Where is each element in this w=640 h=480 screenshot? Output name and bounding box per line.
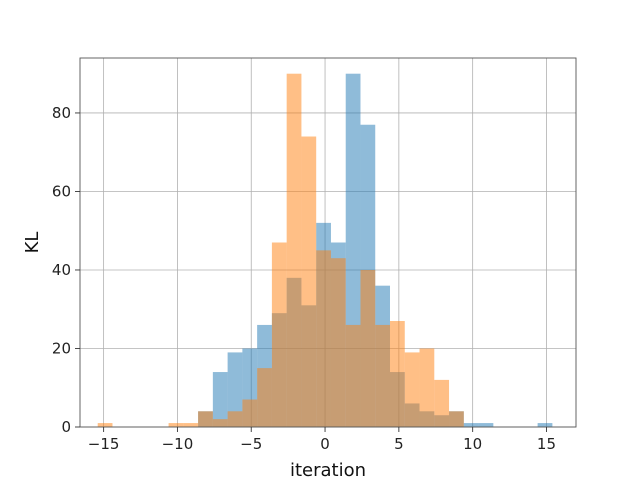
histogram-bar-series-2 <box>330 258 346 427</box>
histogram-bar-series-2 <box>360 269 376 427</box>
histogram-bar-series-2 <box>375 324 390 427</box>
histogram-bar-series-2 <box>271 242 287 427</box>
histogram-bars <box>97 73 553 428</box>
histogram-bar-series-1 <box>537 423 553 427</box>
histogram-bar-series-2 <box>449 411 464 427</box>
x-tick-label: −5 <box>240 435 262 453</box>
plot-frame <box>79 57 577 428</box>
histogram-bar-series-2 <box>434 379 450 427</box>
y-tick-label: 20 <box>52 339 71 357</box>
y-tick-label: 60 <box>52 182 71 200</box>
histogram-bar-series-1 <box>478 423 494 427</box>
histogram-bar-series-1 <box>212 372 228 427</box>
histogram-bar-series-2 <box>404 352 420 427</box>
histogram-bar-series-2 <box>97 423 113 427</box>
histogram-bar-series-2 <box>345 324 361 427</box>
histogram-bar-series-2 <box>257 368 272 427</box>
histogram-bar-series-2 <box>390 321 405 427</box>
histogram-bar-series-2 <box>227 411 243 427</box>
x-tick-label: −15 <box>88 435 120 453</box>
x-tick-label: 10 <box>463 435 482 453</box>
y-tick-label: 40 <box>52 261 71 279</box>
histogram-bar-series-2 <box>168 423 184 427</box>
histogram-bar-series-1 <box>227 352 243 427</box>
y-tick-label: 80 <box>52 104 71 122</box>
x-tick-label: 15 <box>537 435 556 453</box>
histogram-bar-series-2 <box>242 399 258 427</box>
histogram-bar-series-2 <box>286 73 302 428</box>
x-tick-label: −10 <box>162 435 194 453</box>
x-tick-label: 5 <box>394 435 404 453</box>
histogram-bar-series-2 <box>212 419 228 427</box>
histogram-bar-series-2 <box>301 136 317 428</box>
histogram-bar-series-2 <box>183 423 199 427</box>
y-axis-label: KL <box>22 232 43 254</box>
axis-ticks: −15 −10 −5 0 5 10 15 0 20 40 60 80 <box>52 104 556 453</box>
x-tick-label: 0 <box>320 435 330 453</box>
histogram-bar-series-1 <box>463 423 479 427</box>
histogram-bar-series-2 <box>198 411 213 427</box>
x-axis-label: iteration <box>290 460 366 480</box>
histogram-bar-series-2 <box>316 250 331 427</box>
histogram-bar-series-2 <box>419 348 435 427</box>
y-tick-label: 0 <box>61 418 71 436</box>
